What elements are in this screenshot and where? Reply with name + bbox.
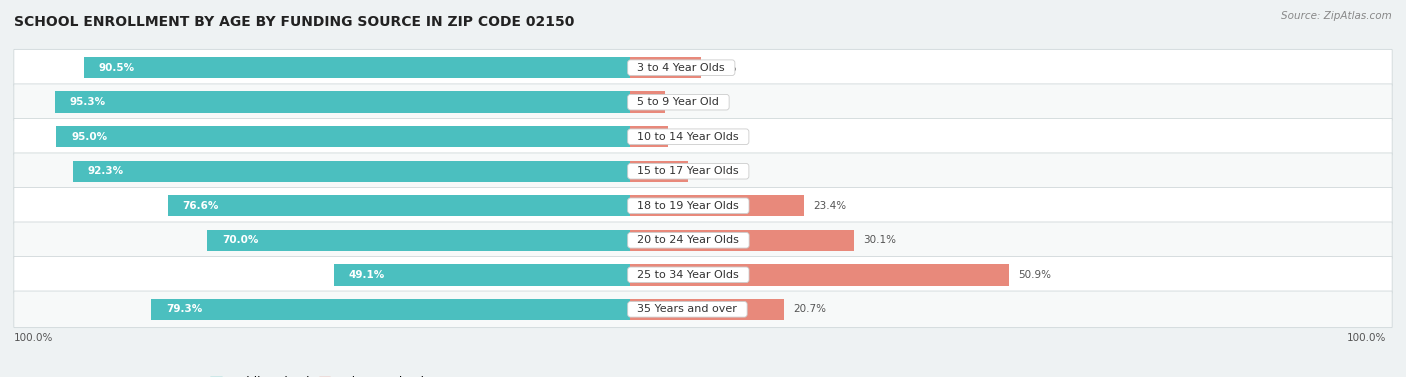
Text: 10 to 14 Year Olds: 10 to 14 Year Olds — [630, 132, 747, 142]
Bar — [55, 92, 630, 113]
Bar — [208, 230, 630, 251]
Text: 9.5%: 9.5% — [710, 63, 737, 73]
Bar — [630, 57, 702, 78]
Bar — [630, 195, 804, 216]
FancyBboxPatch shape — [14, 84, 1392, 121]
Bar — [167, 195, 630, 216]
Text: 7.7%: 7.7% — [697, 166, 723, 176]
FancyBboxPatch shape — [14, 291, 1392, 328]
FancyBboxPatch shape — [14, 118, 1392, 155]
Text: 95.0%: 95.0% — [72, 132, 108, 142]
Bar — [630, 92, 665, 113]
Bar — [630, 264, 1010, 285]
Bar — [152, 299, 630, 320]
Text: 5 to 9 Year Old: 5 to 9 Year Old — [630, 97, 727, 107]
Text: Source: ZipAtlas.com: Source: ZipAtlas.com — [1281, 11, 1392, 21]
Text: 95.3%: 95.3% — [70, 97, 105, 107]
Text: 70.0%: 70.0% — [222, 235, 259, 245]
FancyBboxPatch shape — [14, 222, 1392, 259]
Text: 23.4%: 23.4% — [814, 201, 846, 211]
Text: 90.5%: 90.5% — [98, 63, 135, 73]
Legend: Public School, Private School: Public School, Private School — [211, 376, 425, 377]
Text: 100.0%: 100.0% — [1347, 334, 1386, 343]
Bar — [56, 126, 630, 147]
Text: 20.7%: 20.7% — [793, 304, 827, 314]
Text: SCHOOL ENROLLMENT BY AGE BY FUNDING SOURCE IN ZIP CODE 02150: SCHOOL ENROLLMENT BY AGE BY FUNDING SOUR… — [14, 15, 575, 29]
Text: 79.3%: 79.3% — [166, 304, 202, 314]
Text: 20 to 24 Year Olds: 20 to 24 Year Olds — [630, 235, 747, 245]
Text: 4.7%: 4.7% — [675, 97, 702, 107]
Text: 5.0%: 5.0% — [676, 132, 703, 142]
FancyBboxPatch shape — [14, 187, 1392, 224]
Text: 25 to 34 Year Olds: 25 to 34 Year Olds — [630, 270, 747, 280]
Text: 49.1%: 49.1% — [349, 270, 385, 280]
Text: 76.6%: 76.6% — [183, 201, 219, 211]
Bar — [333, 264, 630, 285]
Text: 3 to 4 Year Olds: 3 to 4 Year Olds — [630, 63, 733, 73]
Text: 15 to 17 Year Olds: 15 to 17 Year Olds — [630, 166, 747, 176]
Text: 18 to 19 Year Olds: 18 to 19 Year Olds — [630, 201, 747, 211]
Text: 92.3%: 92.3% — [87, 166, 124, 176]
Bar — [630, 299, 785, 320]
FancyBboxPatch shape — [14, 153, 1392, 190]
FancyBboxPatch shape — [14, 256, 1392, 293]
FancyBboxPatch shape — [14, 49, 1392, 86]
Bar — [73, 161, 630, 182]
Text: 35 Years and over: 35 Years and over — [630, 304, 744, 314]
Bar — [630, 161, 688, 182]
Text: 30.1%: 30.1% — [863, 235, 896, 245]
Bar — [630, 230, 855, 251]
Bar — [83, 57, 630, 78]
Text: 100.0%: 100.0% — [14, 334, 53, 343]
Bar — [630, 126, 668, 147]
Text: 50.9%: 50.9% — [1018, 270, 1050, 280]
